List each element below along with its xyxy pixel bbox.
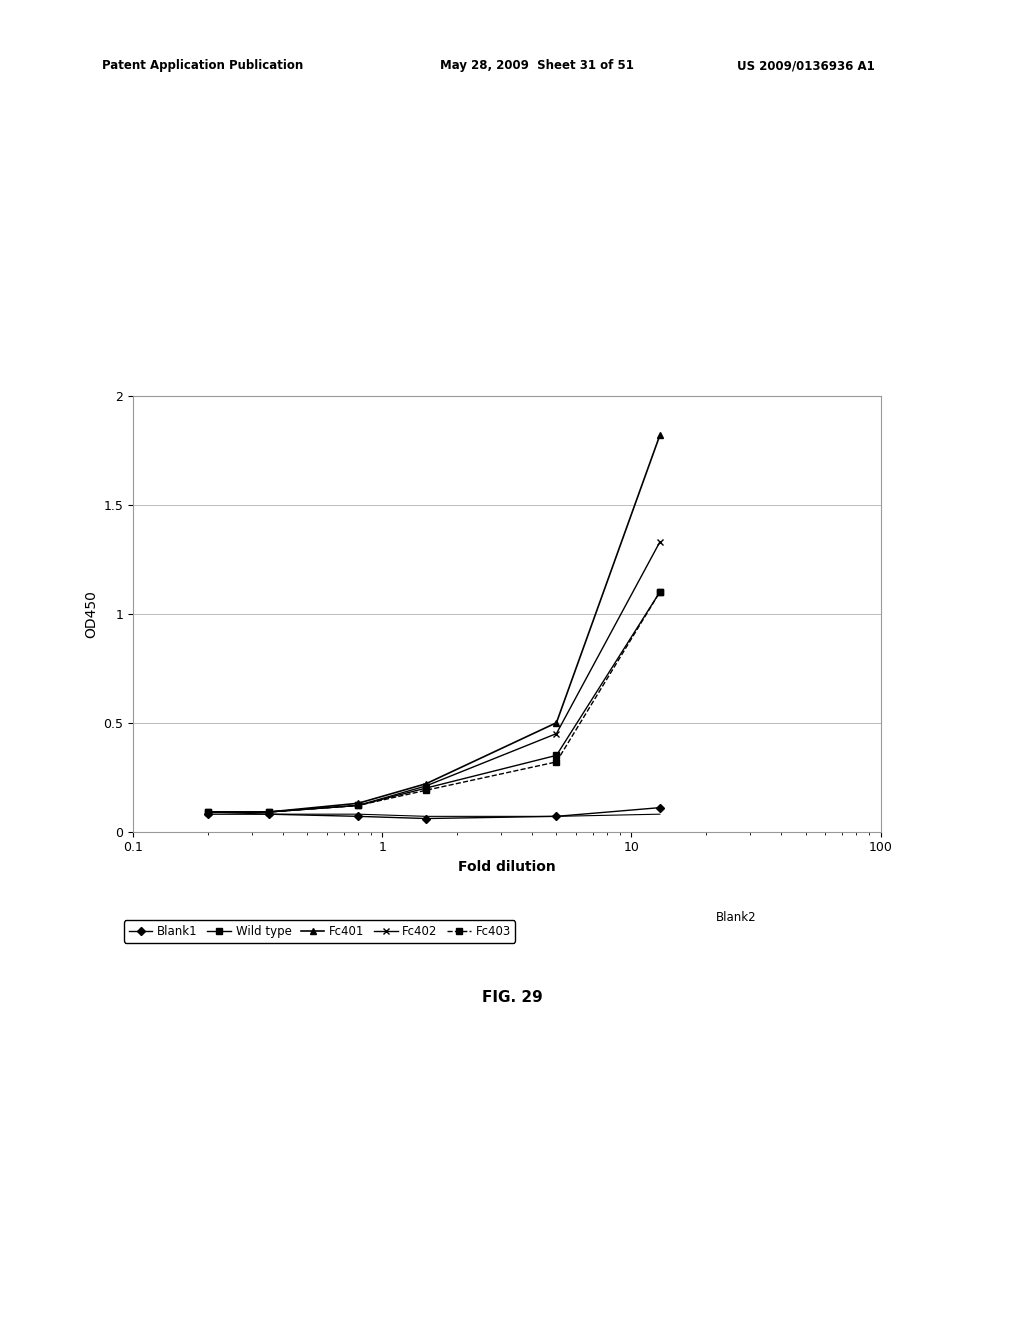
Wild type [352,797,365,813]
Y-axis label: OD450: OD450 [84,590,98,638]
Text: Patent Application Publication: Patent Application Publication [102,59,304,73]
Line: Blank1: Blank1 [206,805,663,821]
Wild type [653,585,666,601]
Fc402 [550,726,562,742]
Fc402 [420,777,432,793]
Blank2 [420,808,432,824]
Legend: Blank1, Wild type, Fc401, Fc402, Fc403: Blank1, Wild type, Fc401, Fc402, Fc403 [124,920,515,942]
Fc401 [262,804,274,820]
Fc402 [202,804,214,820]
Fc403 [420,783,432,799]
Blank1 [653,800,666,816]
Fc402 [653,535,666,550]
Wild type [262,804,274,820]
Blank1 [352,808,365,824]
Fc401 [420,776,432,792]
Blank1 [202,807,214,822]
Blank2 [653,807,666,822]
Line: Fc401: Fc401 [205,432,664,816]
Fc401 [202,804,214,820]
Text: US 2009/0136936 A1: US 2009/0136936 A1 [737,59,876,73]
Wild type [202,804,214,820]
Blank2 [202,804,214,820]
Blank2 [352,807,365,822]
Wild type [550,747,562,763]
Fc401 [352,796,365,812]
Wild type [420,780,432,796]
Fc403 [262,804,274,820]
Fc401 [550,715,562,731]
Fc403 [202,804,214,820]
Line: Blank2: Blank2 [208,812,659,816]
Fc401 [653,428,666,444]
Fc403 [653,585,666,601]
Blank1 [420,810,432,826]
Blank1 [550,808,562,824]
Fc403 [550,754,562,770]
Fc402 [262,804,274,820]
Fc402 [352,797,365,813]
Blank2 [262,807,274,822]
Line: Wild type: Wild type [206,589,663,814]
Text: May 28, 2009  Sheet 31 of 51: May 28, 2009 Sheet 31 of 51 [440,59,634,73]
Blank1 [262,807,274,822]
Text: FIG. 29: FIG. 29 [481,990,543,1005]
Line: Fc403: Fc403 [206,589,663,814]
X-axis label: Fold dilution: Fold dilution [458,859,556,874]
Text: Blank2: Blank2 [716,911,757,924]
Fc403 [352,797,365,813]
Blank2 [550,808,562,824]
Line: Fc402: Fc402 [205,539,664,816]
